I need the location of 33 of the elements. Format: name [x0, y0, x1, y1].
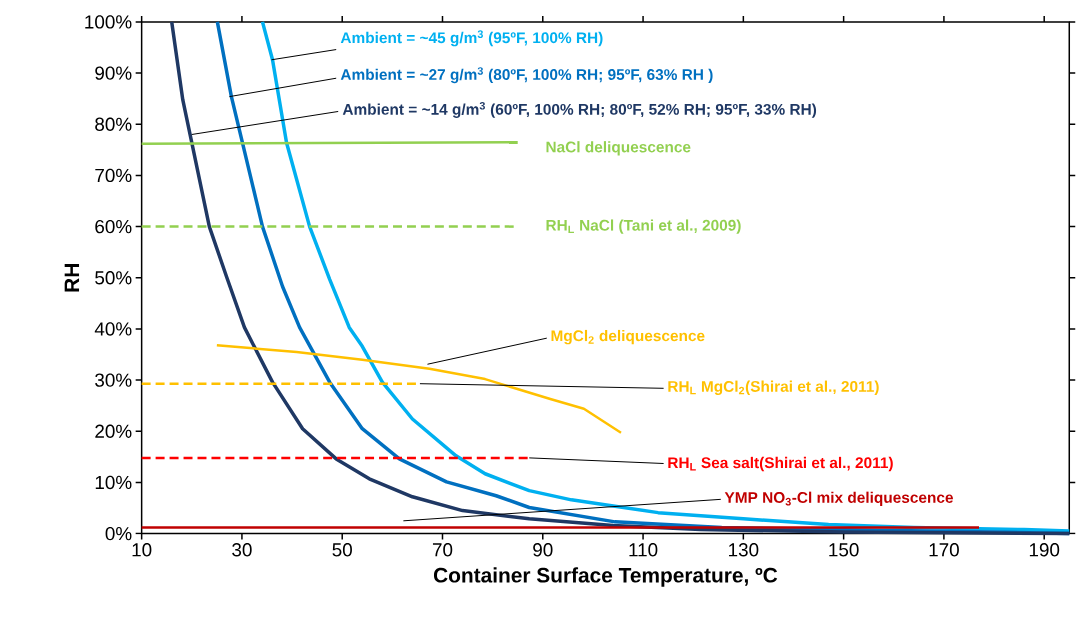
text: RH$_{L}$ Sea salt(Shirai et al., 2011) — [668, 456, 893, 472]
x-tick-label: 70 — [432, 542, 453, 557]
x-tick-label: 90 — [533, 542, 553, 557]
x-tick-label: 110 — [629, 542, 658, 557]
line-series — [215, 343, 623, 434]
x-axis-title: Container Surface Temperature, ºC — [433, 567, 778, 587]
x-tick-label: 190 — [1029, 542, 1060, 557]
y-tick-label: 80% — [95, 117, 132, 131]
series-label: YMP NO$_{3}$-Cl mix deliquescence — [724, 491, 953, 506]
y-tick-label: 30% — [95, 373, 132, 387]
y-tick-label: 100% — [85, 15, 132, 29]
y-tick-label: 70% — [95, 168, 132, 182]
y-tick-label: 50% — [95, 270, 132, 285]
y-tick-label: 0% — [105, 526, 132, 541]
series-label: RH$_{L}$ NaCl (Tani et al., 2009) — [546, 219, 741, 234]
y-tick-label: 90% — [95, 66, 132, 80]
y-tick-label: 60% — [95, 219, 132, 234]
series-label: NaCl deliquescence — [546, 140, 691, 156]
text: RH$_{L}$ MgCl$_{2}$(Shirai et al., 2011) — [668, 380, 879, 395]
x-tick-label: 10 — [132, 542, 152, 557]
text: Ambient = ~27 g/m$^{3}$ (80ºF, 100% RH; 95ºF, 63% RH ) — [340, 66, 713, 83]
text: Ambient = ~14 g/m$^{3}$ (60ºF, 100% RH; 80ºF, 52% RH; 95ºF, 33% RH) — [342, 101, 817, 118]
x-tick-label: 30 — [232, 542, 252, 557]
text: Ambient = ~45 g/m$^{3}$ (95ºF, 100% RH) — [340, 30, 603, 47]
y-tick-label: 20% — [95, 424, 132, 438]
y-tick-label: 40% — [94, 322, 132, 336]
x-tick-label: 50 — [332, 542, 352, 557]
y-axis-title: RH — [64, 263, 80, 292]
text: MgCl$_{2}$ deliquescence — [551, 329, 705, 345]
x-tick-label: 170 — [929, 542, 959, 557]
y-tick-label: 10% — [95, 475, 132, 489]
x-tick-label: 150 — [829, 542, 859, 557]
x-tick-label: 130 — [729, 542, 759, 557]
